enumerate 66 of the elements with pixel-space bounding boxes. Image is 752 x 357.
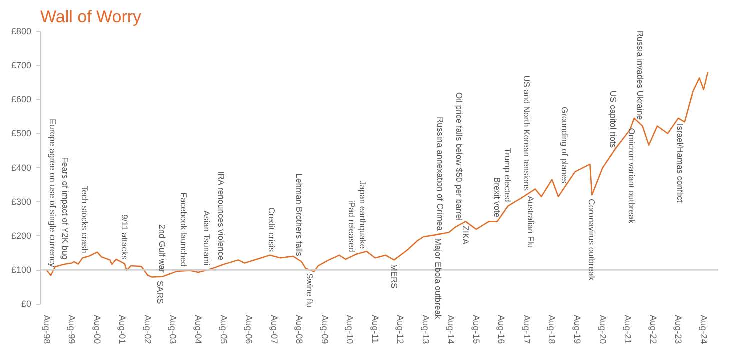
annotation: MERS bbox=[389, 264, 400, 290]
x-tick-label: Aug-08 bbox=[294, 315, 305, 344]
x-tick-label: Aug-02 bbox=[142, 315, 153, 344]
annotation: Japan earthquake bbox=[358, 180, 368, 250]
x-tick-label: Aug-03 bbox=[168, 315, 178, 344]
x-tick-label: Aug-99 bbox=[67, 315, 78, 344]
x-tick-label: Aug-04 bbox=[194, 315, 204, 344]
y-tick-label: £600 bbox=[11, 94, 32, 105]
annotation: 9/11 attacks bbox=[120, 214, 130, 260]
annotation: Omicron variant outbreak bbox=[627, 128, 638, 224]
y-tick-label: £400 bbox=[11, 162, 32, 173]
annotation: Asian Tsunami bbox=[202, 210, 212, 266]
x-tick-label: Aug-15 bbox=[471, 315, 482, 344]
annotation: iPad released bbox=[347, 200, 358, 253]
y-tick-label: £300 bbox=[11, 196, 32, 207]
x-tick-label: Aug-05 bbox=[218, 315, 229, 344]
x-tick-label: Aug-10 bbox=[345, 315, 356, 344]
x-tick-label: Aug-20 bbox=[598, 315, 608, 344]
annotation: Oil price falls below $50 per barrel bbox=[454, 92, 465, 222]
annotation: 2nd Gulf war bbox=[158, 224, 168, 273]
annotation: SARS bbox=[156, 280, 166, 304]
annotation: Europe agree on use of single currency bbox=[48, 118, 58, 268]
annotation: Russina annexation of Crimea bbox=[436, 117, 446, 232]
chart-title: Wall of Worry bbox=[40, 8, 142, 26]
annotation: Grounding of planes bbox=[560, 106, 570, 184]
x-tick-label: Aug-19 bbox=[572, 315, 582, 344]
y-tick-label: £500 bbox=[11, 128, 32, 139]
x-tick-label: Aug-21 bbox=[623, 315, 634, 344]
y-tick-label: £0 bbox=[21, 299, 32, 310]
x-tick-label: Aug-07 bbox=[269, 315, 280, 344]
x-tick-label: Aug-24 bbox=[698, 315, 709, 344]
annotation: Tech stocks crash bbox=[80, 186, 90, 254]
x-tick-label: Aug-11 bbox=[370, 315, 380, 344]
y-tick-label: £700 bbox=[11, 60, 32, 71]
annotation: Lehman Brothers falls bbox=[294, 174, 305, 256]
x-tick-label: Aug-13 bbox=[420, 315, 431, 344]
annotation: Russia invades Ukraine bbox=[636, 30, 646, 120]
x-tick-label: Aug-00 bbox=[92, 315, 102, 344]
x-tick-label: Aug-98 bbox=[42, 315, 52, 344]
y-tick-label: £100 bbox=[11, 265, 32, 276]
annotation: US capitol riots bbox=[608, 90, 618, 148]
annotation: US and North Korean tensions bbox=[522, 76, 532, 192]
y-tick-label: £200 bbox=[11, 230, 32, 241]
x-tick-label: Aug-12 bbox=[396, 315, 406, 344]
x-tick-label: Aug-16 bbox=[496, 315, 507, 344]
annotation: Credit crisis bbox=[267, 208, 278, 252]
x-tick-label: Aug-23 bbox=[674, 315, 684, 344]
x-tick-label: Aug-22 bbox=[648, 315, 658, 344]
annotation: Coronavirus outbreak bbox=[587, 199, 598, 282]
annotation: Brexit vote bbox=[492, 177, 502, 218]
x-tick-label: Aug-14 bbox=[446, 315, 456, 344]
annotation: Swine flu bbox=[305, 273, 316, 308]
annotation: Fears of impact of Y2K bug bbox=[60, 157, 71, 260]
annotation: Major Ebola outbreak bbox=[434, 238, 444, 320]
annotation: Israel/Hamas conflict bbox=[676, 124, 686, 204]
x-tick-label: Aug-18 bbox=[547, 315, 558, 344]
x-tick-label: Aug-06 bbox=[244, 315, 254, 344]
annotation: Trump elected bbox=[503, 148, 514, 203]
annotation: IRA renounces violence bbox=[216, 171, 227, 262]
annotation: Australian Flu bbox=[526, 196, 536, 248]
y-tick-label: £800 bbox=[11, 26, 32, 36]
x-tick-label: Aug-09 bbox=[320, 315, 330, 344]
x-tick-label: Aug-17 bbox=[522, 315, 532, 344]
x-tick-label: Aug-01 bbox=[118, 315, 128, 344]
annotation: ZIKA bbox=[460, 226, 471, 245]
annotation: Facebook launched bbox=[178, 192, 189, 268]
